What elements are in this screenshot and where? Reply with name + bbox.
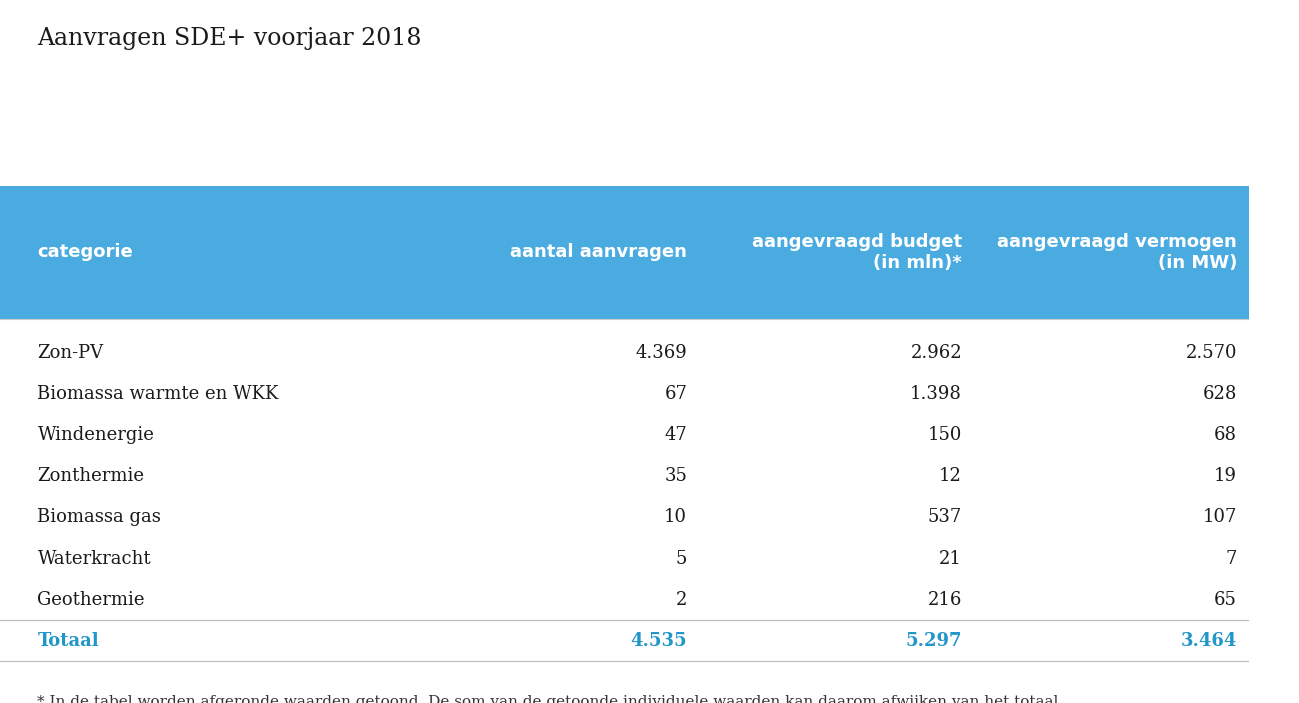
Text: 1.398: 1.398 <box>911 385 963 403</box>
Text: 150: 150 <box>927 426 963 444</box>
Text: 4.535: 4.535 <box>630 632 687 650</box>
Text: aangevraagd budget
(in mln)*: aangevraagd budget (in mln)* <box>752 233 963 272</box>
Text: 216: 216 <box>927 591 963 609</box>
Text: 47: 47 <box>664 426 687 444</box>
Text: 12: 12 <box>939 467 963 485</box>
Text: 537: 537 <box>927 508 963 527</box>
Text: 19: 19 <box>1213 467 1237 485</box>
Text: Biomassa gas: Biomassa gas <box>38 508 161 527</box>
Text: 21: 21 <box>939 550 963 567</box>
Text: 68: 68 <box>1213 426 1237 444</box>
Text: 35: 35 <box>664 467 687 485</box>
Text: Zon-PV: Zon-PV <box>38 344 104 361</box>
Text: Waterkracht: Waterkracht <box>38 550 151 567</box>
Text: 3.464: 3.464 <box>1181 632 1237 650</box>
Text: aantal aanvragen: aantal aanvragen <box>511 243 687 262</box>
Text: 7: 7 <box>1225 550 1237 567</box>
Text: 107: 107 <box>1203 508 1237 527</box>
Text: categorie: categorie <box>38 243 134 262</box>
Text: 2: 2 <box>675 591 687 609</box>
Text: * In de tabel worden afgeronde waarden getoond. De som van de getoonde individue: * In de tabel worden afgeronde waarden g… <box>38 695 1064 703</box>
Text: 4.369: 4.369 <box>635 344 687 361</box>
Text: 628: 628 <box>1203 385 1237 403</box>
Text: Zonthermie: Zonthermie <box>38 467 144 485</box>
Text: 5: 5 <box>675 550 687 567</box>
Text: Windenergie: Windenergie <box>38 426 155 444</box>
Text: 5.297: 5.297 <box>905 632 963 650</box>
Text: Biomassa warmte en WKK: Biomassa warmte en WKK <box>38 385 279 403</box>
FancyBboxPatch shape <box>0 186 1250 318</box>
Text: Aanvragen SDE+ voorjaar 2018: Aanvragen SDE+ voorjaar 2018 <box>38 27 422 50</box>
Text: 67: 67 <box>664 385 687 403</box>
Text: Totaal: Totaal <box>38 632 99 650</box>
Text: 65: 65 <box>1215 591 1237 609</box>
Text: 2.962: 2.962 <box>911 344 963 361</box>
Text: 2.570: 2.570 <box>1186 344 1237 361</box>
Text: aangevraagd vermogen
(in MW): aangevraagd vermogen (in MW) <box>998 233 1237 272</box>
Text: Geothermie: Geothermie <box>38 591 145 609</box>
Text: 10: 10 <box>664 508 687 527</box>
